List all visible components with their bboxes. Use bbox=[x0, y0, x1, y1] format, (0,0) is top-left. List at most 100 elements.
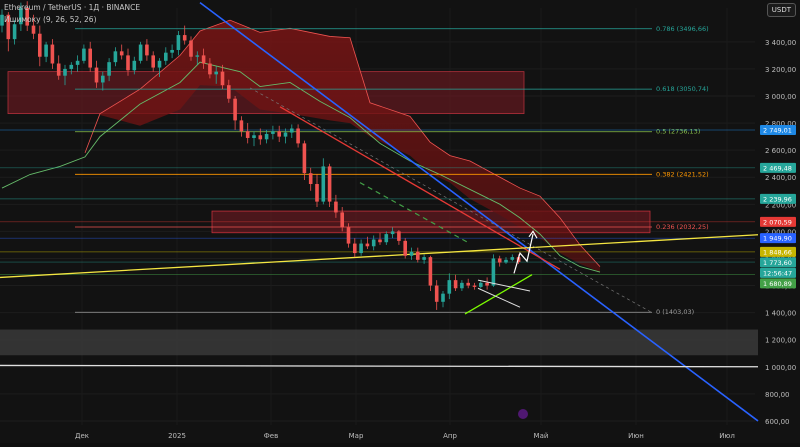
price-tag bbox=[760, 162, 796, 173]
candle-body bbox=[94, 67, 99, 83]
candle-body bbox=[195, 55, 200, 57]
candle-body bbox=[119, 51, 124, 56]
candle-body bbox=[466, 282, 470, 286]
candle-body bbox=[428, 257, 433, 286]
candle-body bbox=[145, 44, 149, 56]
candle-body bbox=[390, 231, 395, 235]
candle-body bbox=[50, 44, 55, 64]
x-tick-label: 2025 bbox=[168, 432, 186, 440]
x-tick-label: Фев bbox=[264, 432, 278, 440]
price-tag bbox=[760, 216, 796, 227]
price-tag bbox=[760, 193, 796, 204]
price-tag-label: 2 239,96 bbox=[763, 195, 792, 203]
candle-body bbox=[126, 55, 130, 71]
candle-body bbox=[201, 55, 206, 64]
candle-body bbox=[479, 282, 483, 287]
candle-body bbox=[397, 231, 401, 241]
candle-body bbox=[245, 131, 250, 138]
candle-body bbox=[170, 49, 174, 53]
candle-body bbox=[56, 63, 61, 76]
support-zone bbox=[0, 329, 758, 356]
candle-body bbox=[340, 212, 344, 228]
price-tag-label: 2 070,59 bbox=[763, 218, 792, 226]
fib-level-label: 0.618 (3050,74) bbox=[656, 85, 709, 93]
candle-body bbox=[504, 259, 508, 263]
candle-body bbox=[75, 60, 80, 65]
candle-body bbox=[302, 143, 307, 174]
candle-body bbox=[264, 133, 269, 140]
candle-body bbox=[101, 75, 105, 83]
y-tick-label: 3 200,00 bbox=[765, 66, 796, 74]
candle-body bbox=[422, 257, 426, 260]
candle-body bbox=[277, 131, 281, 137]
fib-level-label: 0.786 (3496,66) bbox=[656, 25, 709, 33]
x-tick-label: Июн bbox=[628, 432, 644, 440]
candle-body bbox=[497, 258, 502, 263]
candle-body bbox=[258, 135, 263, 140]
alert-icon bbox=[518, 409, 528, 419]
price-tag bbox=[760, 278, 796, 289]
candle-body bbox=[416, 251, 420, 260]
projection-arrow bbox=[513, 233, 534, 274]
x-tick-label: Апр bbox=[443, 432, 457, 440]
candle-body bbox=[227, 85, 231, 99]
y-tick-label: 2 800,00 bbox=[765, 120, 796, 128]
candle-body bbox=[233, 98, 237, 121]
fib-level-label: 0.236 (2032,25) bbox=[656, 223, 709, 231]
price-tag-label: 1 848,66 bbox=[763, 248, 792, 256]
candle-body bbox=[82, 48, 86, 61]
candle-body bbox=[113, 51, 118, 63]
fib-level-label: 0 (1403,03) bbox=[656, 308, 694, 316]
ichimoku-indicator-label[interactable]: Ишимоку (9, 26, 52, 26) bbox=[4, 15, 97, 24]
price-tag-label: 1 949,90 bbox=[763, 235, 792, 243]
candle-body bbox=[321, 166, 326, 202]
fib-level-label: 0.382 (2421,52) bbox=[656, 170, 709, 178]
candle-body bbox=[296, 128, 300, 144]
candle-body bbox=[315, 184, 319, 202]
price-tag bbox=[760, 246, 796, 257]
candle-body bbox=[378, 239, 382, 243]
candle-body bbox=[0, 14, 4, 26]
trendline-red bbox=[279, 106, 561, 270]
price-tag-label: 2 469,48 bbox=[763, 164, 792, 172]
candle-body bbox=[6, 14, 11, 40]
price-tag bbox=[760, 124, 796, 135]
y-tick-label: 1 200,00 bbox=[765, 337, 796, 345]
price-tag bbox=[760, 257, 796, 268]
candle-body bbox=[384, 234, 389, 243]
candle-body bbox=[151, 55, 155, 68]
y-tick-label: 1 000,00 bbox=[765, 364, 796, 372]
candle-body bbox=[19, 8, 23, 25]
x-tick-label: Мар bbox=[349, 432, 364, 440]
candle-body bbox=[107, 62, 111, 76]
price-tag-label: 1 680,89 bbox=[763, 280, 792, 288]
support-line-white bbox=[0, 364, 759, 368]
candle-body bbox=[434, 285, 439, 302]
candle-body bbox=[164, 52, 168, 61]
fib-level-label: 0.5 (2736,13) bbox=[656, 128, 700, 136]
candle-body bbox=[208, 63, 212, 75]
currency-button[interactable]: USDT bbox=[766, 3, 796, 17]
trendline-blue bbox=[199, 1, 759, 422]
candle-body bbox=[88, 48, 92, 68]
triangle-edge-line bbox=[477, 287, 521, 308]
candle-body bbox=[69, 64, 74, 69]
candle-body bbox=[472, 285, 477, 287]
projection-arrowhead bbox=[528, 230, 538, 239]
candle-body bbox=[239, 120, 244, 132]
chart-symbol-title: Ethereum / TetherUS · 1Д · BINANCE bbox=[4, 3, 141, 12]
candle-body bbox=[283, 132, 288, 137]
candle-body bbox=[365, 243, 370, 247]
x-tick-label: Май bbox=[534, 432, 549, 440]
candle-body bbox=[359, 243, 363, 254]
candle-body bbox=[189, 40, 193, 57]
x-tick-label: Июл bbox=[719, 432, 735, 440]
trendline-gray-dashed bbox=[249, 87, 653, 313]
price-tag bbox=[760, 233, 796, 244]
price-tag-label: 1 773,60 bbox=[763, 259, 792, 267]
candle-body bbox=[220, 71, 225, 86]
candle-body bbox=[44, 44, 48, 57]
candle-body bbox=[346, 227, 351, 244]
